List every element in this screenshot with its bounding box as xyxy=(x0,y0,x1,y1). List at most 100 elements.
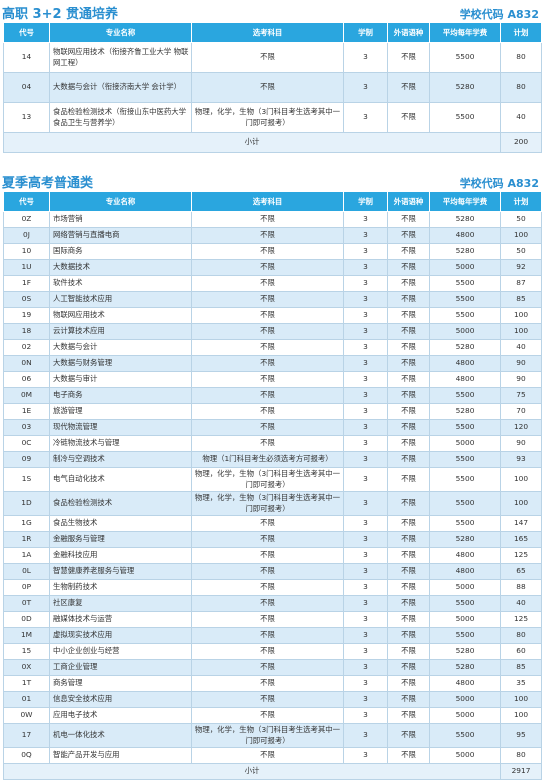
table-cell: 不限 xyxy=(387,42,430,73)
table-row: 1F 软件技术 不限 3 不限 5500 87 xyxy=(3,275,542,292)
table-cell: 人工智能技术应用 xyxy=(49,291,192,308)
table-cell: 3 xyxy=(343,723,388,748)
table-cell: 5000 xyxy=(429,691,501,708)
table-cell: 不限 xyxy=(387,547,430,564)
subtotal-row: 小计 200 xyxy=(3,132,542,153)
table-cell: 金融科技应用 xyxy=(49,547,192,564)
table-cell: 不限 xyxy=(191,435,344,452)
table-cell: 3 xyxy=(343,643,388,660)
table-cell: 3 xyxy=(343,227,388,244)
table-cell: 15 xyxy=(3,643,50,660)
table-cell: 85 xyxy=(500,659,542,676)
table-cell: 虚拟现实技术应用 xyxy=(49,627,192,644)
table-cell: 3 xyxy=(343,387,388,404)
table-cell: 不限 xyxy=(387,323,430,340)
table-row: 0Z 市场营销 不限 3 不限 5280 50 xyxy=(3,211,542,228)
column-header: 平均每年学费 xyxy=(429,22,501,43)
table-cell: 3 xyxy=(343,339,388,356)
table-cell: 不限 xyxy=(191,275,344,292)
table-cell: 3 xyxy=(343,595,388,612)
table-cell: 冷链物流技术与管理 xyxy=(49,435,192,452)
table-row: 1E 旅游管理 不限 3 不限 5280 70 xyxy=(3,403,542,420)
table-row: 15 中小企业创业与经营 不限 3 不限 5280 60 xyxy=(3,643,542,660)
table-cell: 35 xyxy=(500,675,542,692)
table-cell: 不限 xyxy=(387,307,430,324)
table-cell: 不限 xyxy=(191,355,344,372)
table-cell: 3 xyxy=(343,547,388,564)
table-cell: 不限 xyxy=(387,243,430,260)
section-header: 夏季高考普通类 学校代码 A832 xyxy=(0,169,549,191)
table-cell: 5500 xyxy=(429,627,501,644)
table-cell: 旅游管理 xyxy=(49,403,192,420)
table-cell: 09 xyxy=(3,451,50,468)
section-header: 高职 3+2 贯通培养 学校代码 A832 xyxy=(0,0,549,22)
table-cell: 3 xyxy=(343,419,388,436)
table-cell: 不限 xyxy=(191,547,344,564)
table-row: 1S 电气自动化技术 物理，化学，生物（3门科目考生选考其中一门即可报考） 3 不限 55… xyxy=(3,467,542,492)
table-cell: 不限 xyxy=(387,675,430,692)
table-cell: 不限 xyxy=(387,291,430,308)
table-cell: 100 xyxy=(500,491,542,516)
section-title: 夏季高考普通类 xyxy=(2,176,94,191)
table-cell: 不限 xyxy=(387,611,430,628)
table-cell: 5500 xyxy=(429,307,501,324)
table-cell: 生物制药技术 xyxy=(49,579,192,596)
table-cell: 食品检验检测技术（衔接山东中医药大学 食品卫生与营养学） xyxy=(49,102,192,133)
table-cell: 不限 xyxy=(191,611,344,628)
table-cell: 3 xyxy=(343,563,388,580)
table-cell: 5000 xyxy=(429,435,501,452)
table-cell: 40 xyxy=(500,102,542,133)
table-cell: 3 xyxy=(343,627,388,644)
table-cell: 3 xyxy=(343,659,388,676)
table-row: 0D 融媒体技术与运营 不限 3 不限 5000 125 xyxy=(3,611,542,628)
table-cell: 不限 xyxy=(387,491,430,516)
table-cell: 不限 xyxy=(191,403,344,420)
table-cell: 147 xyxy=(500,515,542,532)
table-cell: 0P xyxy=(3,579,50,596)
table-row: 0T 社区康复 不限 3 不限 5500 40 xyxy=(3,595,542,612)
table-cell: 0S xyxy=(3,291,50,308)
table-row: 0C 冷链物流技术与管理 不限 3 不限 5000 90 xyxy=(3,435,542,452)
table-cell: 125 xyxy=(500,547,542,564)
table-cell: 14 xyxy=(3,42,50,73)
table-cell: 物联网应用技术（衔接齐鲁工业大学 物联网工程） xyxy=(49,42,192,73)
table-cell: 95 xyxy=(500,723,542,748)
table-cell: 电子商务 xyxy=(49,387,192,404)
table-cell: 工商企业管理 xyxy=(49,659,192,676)
table-cell: 80 xyxy=(500,42,542,73)
table-cell: 3 xyxy=(343,323,388,340)
table-cell: 不限 xyxy=(387,403,430,420)
table-cell: 5500 xyxy=(429,102,501,133)
table-cell: 不限 xyxy=(387,451,430,468)
table-cell: 不限 xyxy=(191,659,344,676)
table-cell: 不限 xyxy=(191,243,344,260)
table-cell: 不限 xyxy=(191,419,344,436)
table-cell: 机电一体化技术 xyxy=(49,723,192,748)
table-cell: 物理，化学，生物（3门科目考生选考其中一门即可报考） xyxy=(191,723,344,748)
table-cell: 3 xyxy=(343,691,388,708)
table-cell: 食品检验检测技术 xyxy=(49,491,192,516)
table-cell: 大数据与会计（衔接济南大学 会计学） xyxy=(49,72,192,103)
table-cell: 大数据与会计 xyxy=(49,339,192,356)
table-cell: 1A xyxy=(3,547,50,564)
table-row: 0X 工商企业管理 不限 3 不限 5280 85 xyxy=(3,659,542,676)
table-cell: 不限 xyxy=(191,387,344,404)
table-cell: 4800 xyxy=(429,547,501,564)
table-cell: 5000 xyxy=(429,747,501,764)
table-cell: 物理，化学，生物（3门科目考生选考其中一门即可报考） xyxy=(191,491,344,516)
subtotal-row: 小计 2917 xyxy=(3,763,542,780)
table-cell: 商务管理 xyxy=(49,675,192,692)
table-cell: 0C xyxy=(3,435,50,452)
table-cell: 1T xyxy=(3,675,50,692)
subtotal-label: 小计 xyxy=(3,132,501,153)
table-row: 1D 食品检验检测技术 物理，化学，生物（3门科目考生选考其中一门即可报考） 3 不限 5… xyxy=(3,491,542,516)
table-cell: 5280 xyxy=(429,72,501,103)
table-cell: 4800 xyxy=(429,675,501,692)
table-cell: 不限 xyxy=(191,211,344,228)
table-cell: 88 xyxy=(500,579,542,596)
table-cell: 不限 xyxy=(387,419,430,436)
school-code: 学校代码 A832 xyxy=(459,177,539,190)
table-row: 0N 大数据与财务管理 不限 3 不限 4800 90 xyxy=(3,355,542,372)
column-header: 计划 xyxy=(500,22,542,43)
